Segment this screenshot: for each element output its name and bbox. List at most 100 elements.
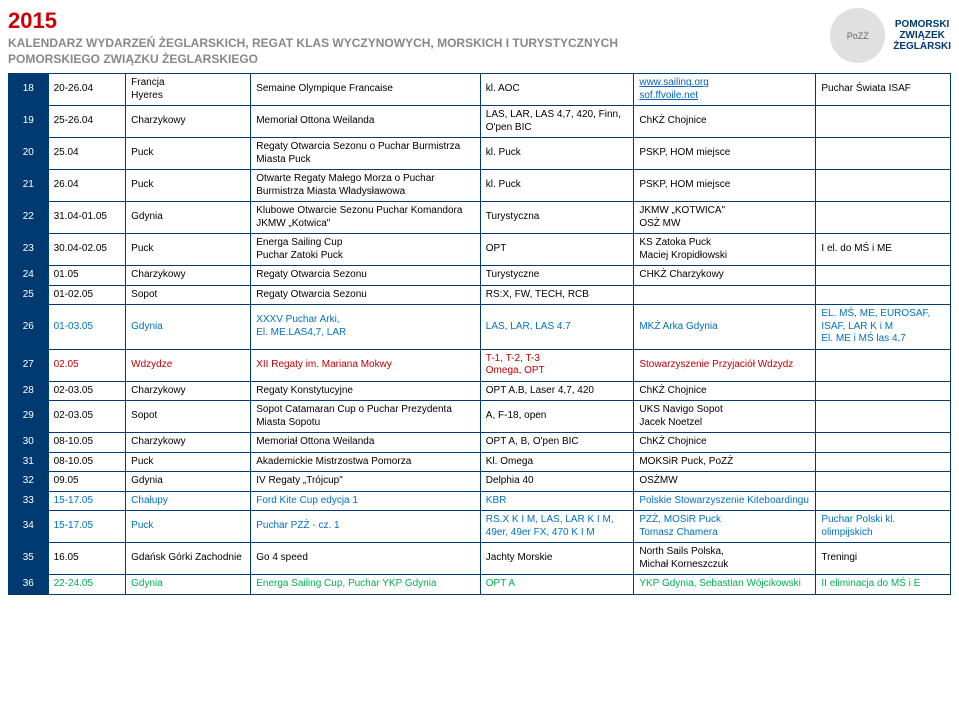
row-class: Delphia 40 — [480, 472, 634, 492]
logo-text: POMORSKI ZWIĄZEK ŻEGLARSKI — [893, 19, 951, 52]
row-number: 28 — [9, 381, 49, 401]
row-note — [816, 452, 951, 472]
row-event: Regaty Otwarcia Sezonu — [251, 266, 481, 286]
row-class: OPT A — [480, 575, 634, 595]
row-event: Regaty Otwarcia Sezonu o Puchar Burmistr… — [251, 138, 481, 170]
row-organizer: ChKŻ Chojnice — [634, 381, 816, 401]
table-row: 1925-26.04CharzykowyMemoriał Ottona Weil… — [9, 106, 951, 138]
row-event: Puchar PZŻ - cz. 1 — [251, 511, 481, 543]
row-date: 15-17.05 — [48, 491, 126, 511]
row-date: 15-17.05 — [48, 511, 126, 543]
logo-pozz-icon: PoZŻ — [830, 8, 885, 63]
row-class: LAS, LAR, LAS 4.7 — [480, 305, 634, 350]
table-row: 2025.04PuckRegaty Otwarcia Sezonu o Puch… — [9, 138, 951, 170]
row-date: 01-03.05 — [48, 305, 126, 350]
table-row: 2902-03.05SopotSopot Catamaran Cup o Puc… — [9, 401, 951, 433]
row-date: 02-03.05 — [48, 381, 126, 401]
row-organizer: PZŻ, MOSiR PuckTomasz Chamera — [634, 511, 816, 543]
row-organizer: PSKP, HOM miejsce — [634, 138, 816, 170]
row-note — [816, 349, 951, 381]
row-date: 25-26.04 — [48, 106, 126, 138]
row-number: 23 — [9, 234, 49, 266]
row-location: Sopot — [126, 401, 251, 433]
org-link[interactable]: sof.ffvoile.net — [639, 90, 698, 101]
row-organizer — [634, 285, 816, 305]
row-organizer: Polskie Stowarzyszenie Kiteboardingu — [634, 491, 816, 511]
row-event: XXXV Puchar Arki,El. ME.LAS4,7, LAR — [251, 305, 481, 350]
row-event: Akademickie Mistrzostwa Pomorza — [251, 452, 481, 472]
row-date: 09.05 — [48, 472, 126, 492]
row-number: 18 — [9, 74, 49, 106]
row-number: 30 — [9, 433, 49, 453]
row-number: 33 — [9, 491, 49, 511]
table-row: 3108-10.05PuckAkademickie Mistrzostwa Po… — [9, 452, 951, 472]
row-date: 30.04-02.05 — [48, 234, 126, 266]
row-note: Puchar Polski kl. olimpijskich — [816, 511, 951, 543]
row-class: RS.X K I M, LAS, LAR K I M, 49er, 49er F… — [480, 511, 634, 543]
row-event: Klubowe Otwarcie Sezonu Puchar Komandora… — [251, 202, 481, 234]
row-class: KBR — [480, 491, 634, 511]
row-note — [816, 266, 951, 286]
row-note — [816, 472, 951, 492]
header-logos: PoZŻ POMORSKI ZWIĄZEK ŻEGLARSKI — [830, 8, 951, 63]
row-number: 31 — [9, 452, 49, 472]
row-event: Energa Sailing CupPuchar Zatoki Puck — [251, 234, 481, 266]
row-location: Gdynia — [126, 575, 251, 595]
row-location: Sopot — [126, 285, 251, 305]
table-row: 2401.05CharzykowyRegaty Otwarcia SezonuT… — [9, 266, 951, 286]
table-row: 2330.04-02.05PuckEnerga Sailing CupPucha… — [9, 234, 951, 266]
row-number: 19 — [9, 106, 49, 138]
subtitle-line2: POMORSKIEGO ZWIĄZKU ŻEGLARSKIEGO — [8, 52, 830, 68]
table-row: 3209.05GdyniaIV Regaty „Trójcup"Delphia … — [9, 472, 951, 492]
row-number: 20 — [9, 138, 49, 170]
row-date: 01.05 — [48, 266, 126, 286]
row-location: Chałupy — [126, 491, 251, 511]
row-organizer: YKP Gdynia, Sebastian Wójcikowski — [634, 575, 816, 595]
table-row: 3622-24.05GdyniaEnerga Sailing Cup, Puch… — [9, 575, 951, 595]
row-location: Charzykowy — [126, 433, 251, 453]
row-date: 25.04 — [48, 138, 126, 170]
row-event: Go 4 speed — [251, 543, 481, 575]
row-organizer: OSŻMW — [634, 472, 816, 492]
table-row: 2702.05WdzydzeXII Regaty im. Mariana Mok… — [9, 349, 951, 381]
table-row: 3315-17.05ChałupyFord Kite Cup edycja 1K… — [9, 491, 951, 511]
row-location: Puck — [126, 170, 251, 202]
row-number: 22 — [9, 202, 49, 234]
row-date: 01-02.05 — [48, 285, 126, 305]
row-class: kl. AOC — [480, 74, 634, 106]
row-event: Memoriał Ottona Weilanda — [251, 433, 481, 453]
row-organizer: ChKŻ Chojnice — [634, 433, 816, 453]
row-class: kl. Puck — [480, 170, 634, 202]
row-location: Puck — [126, 138, 251, 170]
row-note — [816, 170, 951, 202]
row-class: Turystyczne — [480, 266, 634, 286]
row-organizer: www.sailing.org sof.ffvoile.net — [634, 74, 816, 106]
row-number: 35 — [9, 543, 49, 575]
row-event: Regaty Otwarcia Sezonu — [251, 285, 481, 305]
row-number: 27 — [9, 349, 49, 381]
row-number: 26 — [9, 305, 49, 350]
row-date: 31.04-01.05 — [48, 202, 126, 234]
row-date: 16.05 — [48, 543, 126, 575]
row-number: 34 — [9, 511, 49, 543]
row-date: 02-03.05 — [48, 401, 126, 433]
row-location: Gdynia — [126, 202, 251, 234]
row-note: II eliminacja do MŚ i E — [816, 575, 951, 595]
row-event: IV Regaty „Trójcup" — [251, 472, 481, 492]
page-header: 2015 KALENDARZ WYDARZEŃ ŻEGLARSKICH, REG… — [8, 8, 951, 67]
row-event: Sopot Catamaran Cup o Puchar Prezydenta … — [251, 401, 481, 433]
table-row: 2231.04-01.05GdyniaKlubowe Otwarcie Sezo… — [9, 202, 951, 234]
org-link[interactable]: www.sailing.org — [639, 77, 708, 88]
row-organizer: ChKŻ Chojnice — [634, 106, 816, 138]
row-note — [816, 106, 951, 138]
row-organizer: PSKP, HOM miejsce — [634, 170, 816, 202]
row-class: RS:X, FW, TECH, RCB — [480, 285, 634, 305]
row-location: FrancjaHyeres — [126, 74, 251, 106]
table-row: 3008-10.05CharzykowyMemoriał Ottona Weil… — [9, 433, 951, 453]
row-note — [816, 138, 951, 170]
row-class: Kl. Omega — [480, 452, 634, 472]
logo-text-3: ŻEGLARSKI — [893, 41, 951, 52]
logo-text-1: POMORSKI — [895, 19, 949, 30]
row-organizer: JKMW „KOTWICA"OSŻ MW — [634, 202, 816, 234]
row-location: Wdzydze — [126, 349, 251, 381]
